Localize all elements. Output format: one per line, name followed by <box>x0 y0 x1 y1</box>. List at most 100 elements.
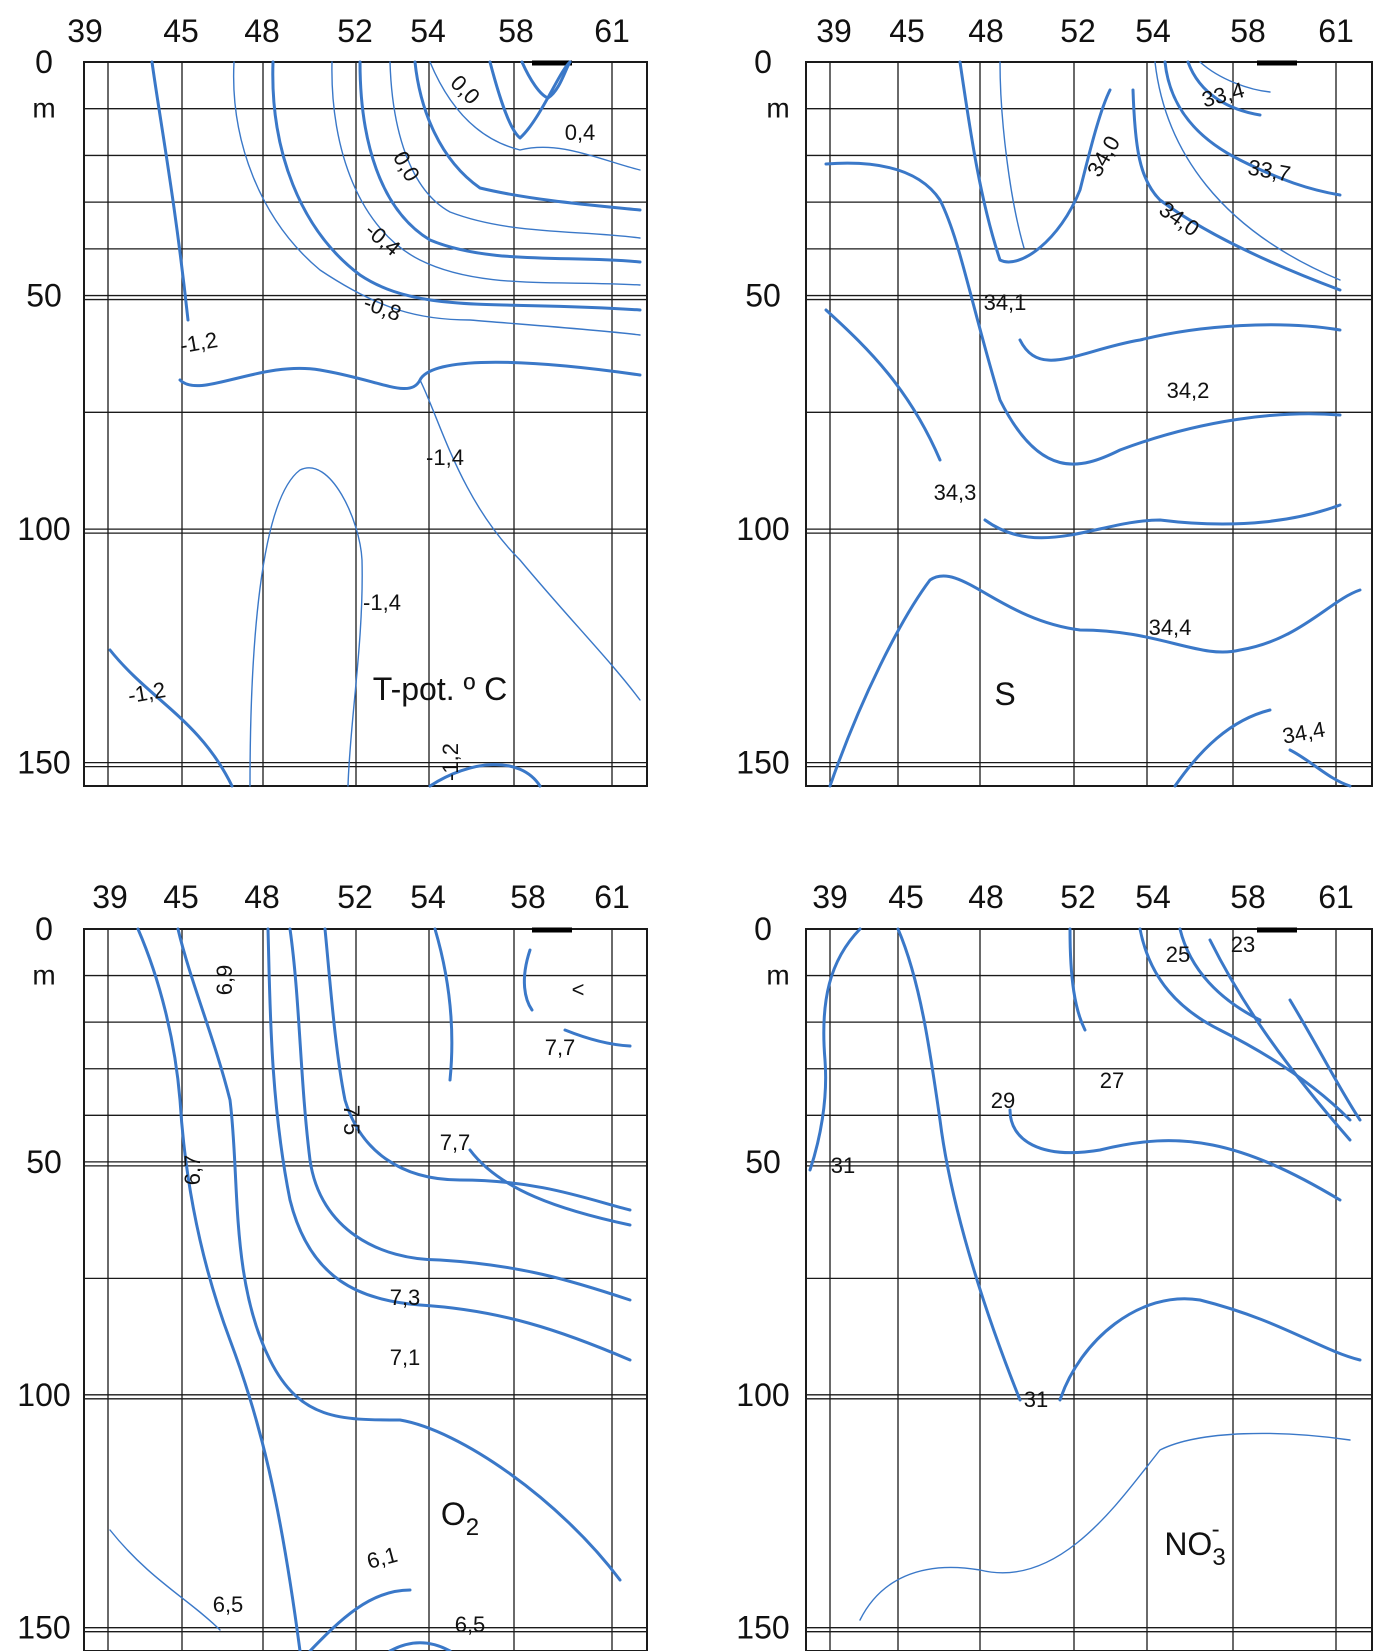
depth-tick-label: 100 <box>17 1377 70 1413</box>
isoline <box>1199 61 1271 93</box>
station-tick-label: 61 <box>1318 13 1354 49</box>
isoline <box>1154 61 1341 281</box>
isoline <box>1058 1297 1362 1402</box>
contour-label: -1,2 <box>126 677 168 708</box>
contour-label: 25 <box>1166 942 1190 967</box>
depth-tick-label: 150 <box>736 745 789 781</box>
isoline <box>1288 998 1362 1122</box>
plot-frame <box>83 61 648 787</box>
isoline <box>488 60 572 140</box>
contour-label: 23 <box>1231 932 1255 957</box>
isoline <box>176 927 622 1582</box>
contour-label: -1,2 <box>178 327 220 358</box>
isoline <box>358 60 642 264</box>
contour-label: 7 5 <box>339 1105 364 1136</box>
isoline <box>1008 1108 1342 1202</box>
contour-label: 6,7 <box>180 1155 205 1186</box>
contour-label: 34,1 <box>984 290 1027 315</box>
depth-tick-label: 50 <box>745 278 781 314</box>
contour-label: 27 <box>1100 1068 1124 1093</box>
station-tick-label: 58 <box>510 879 546 915</box>
isoline <box>178 360 642 390</box>
contour-label: 31 <box>831 1153 855 1178</box>
depth-tick-label: 0 <box>35 44 53 80</box>
contour-label: 29 <box>991 1088 1015 1113</box>
isoline <box>983 503 1342 540</box>
plot-frame <box>805 61 1373 787</box>
depth-tick-label: 0 <box>754 911 772 947</box>
isoline <box>429 61 641 171</box>
depth-tick-label: 150 <box>736 1610 789 1646</box>
isoline <box>1178 927 1262 1022</box>
contour-label: 31 <box>1024 1387 1048 1412</box>
contour-label: 0,4 <box>565 120 596 145</box>
depth-tick-label: 100 <box>736 1377 789 1413</box>
station-tick-label: 48 <box>968 13 1004 49</box>
isoline <box>331 61 641 286</box>
isoline <box>413 60 642 212</box>
isoline <box>824 161 1342 466</box>
contour-label: 34,3 <box>934 480 977 505</box>
station-tick-label: 45 <box>889 13 925 49</box>
isoline <box>563 1028 632 1048</box>
isoline <box>323 927 632 1212</box>
depth-tick-label: 50 <box>26 1144 62 1180</box>
station-tick-label: 54 <box>410 13 446 49</box>
contour-label: 33,4 <box>1199 77 1247 112</box>
isoline <box>108 648 234 788</box>
isoline <box>520 60 572 100</box>
isoline <box>1186 60 1262 117</box>
isoline <box>1018 323 1342 362</box>
depth-tick-label: 100 <box>17 511 70 547</box>
station-tick-label: 39 <box>816 13 852 49</box>
station-tick-label: 52 <box>337 879 373 915</box>
station-tick-label: 54 <box>410 879 446 915</box>
isoline <box>109 1529 221 1631</box>
isoline <box>896 927 1022 1402</box>
isoline <box>808 927 862 1172</box>
contour-label: 6,5 <box>455 1612 486 1637</box>
station-tick-label: 52 <box>1060 879 1096 915</box>
depth-tick-label: 150 <box>17 745 70 781</box>
depth-unit-label: m <box>766 960 789 991</box>
station-tick-label: 39 <box>812 879 848 915</box>
contour-label: 0,0 <box>446 70 485 109</box>
isoline <box>389 61 641 239</box>
station-tick-label: 48 <box>244 879 280 915</box>
isoline <box>136 927 302 1651</box>
station-tick-label: 54 <box>1135 879 1171 915</box>
contour-label: 7,7 <box>440 1130 471 1155</box>
isoline <box>232 61 641 336</box>
panel-title: NO3- <box>1164 1516 1225 1571</box>
isoline <box>1208 938 1352 1142</box>
contour-label: 6,1 <box>364 1542 400 1574</box>
depth-tick-label: 50 <box>26 278 62 314</box>
station-tick-label: 61 <box>1318 879 1354 915</box>
plot-frame <box>83 928 648 1651</box>
contour-label: 0,0 <box>388 147 425 186</box>
isoline <box>1288 748 1352 788</box>
contour-label: -1,4 <box>363 590 401 615</box>
isoline <box>859 1432 1351 1621</box>
station-tick-label: 52 <box>337 13 373 49</box>
contour-label: -0,4 <box>360 217 405 261</box>
isoline <box>388 1641 452 1651</box>
isoline <box>468 1148 632 1227</box>
panel-nitrate: 39 45 48 52 54 58 61 0 50 100 150 m 25 23 27 29 31 31 NO3- <box>736 879 1373 1651</box>
contour-label: 34,0 <box>1082 131 1125 181</box>
depth-unit-label: m <box>766 93 789 124</box>
isoline <box>522 948 534 1012</box>
depth-tick-label: 150 <box>17 1610 70 1646</box>
depth-tick-label: 100 <box>736 511 789 547</box>
station-tick-label: 58 <box>1230 879 1266 915</box>
isoline <box>419 379 641 701</box>
isoline <box>428 763 542 788</box>
depth-tick-label: 0 <box>35 911 53 947</box>
contour-label: 7,3 <box>390 1285 421 1310</box>
contour-label: -1,2 <box>438 743 463 781</box>
station-tick-label: 58 <box>498 13 534 49</box>
isoline <box>999 61 1025 249</box>
contour-label: < <box>572 977 585 1002</box>
isoline <box>308 1588 412 1651</box>
